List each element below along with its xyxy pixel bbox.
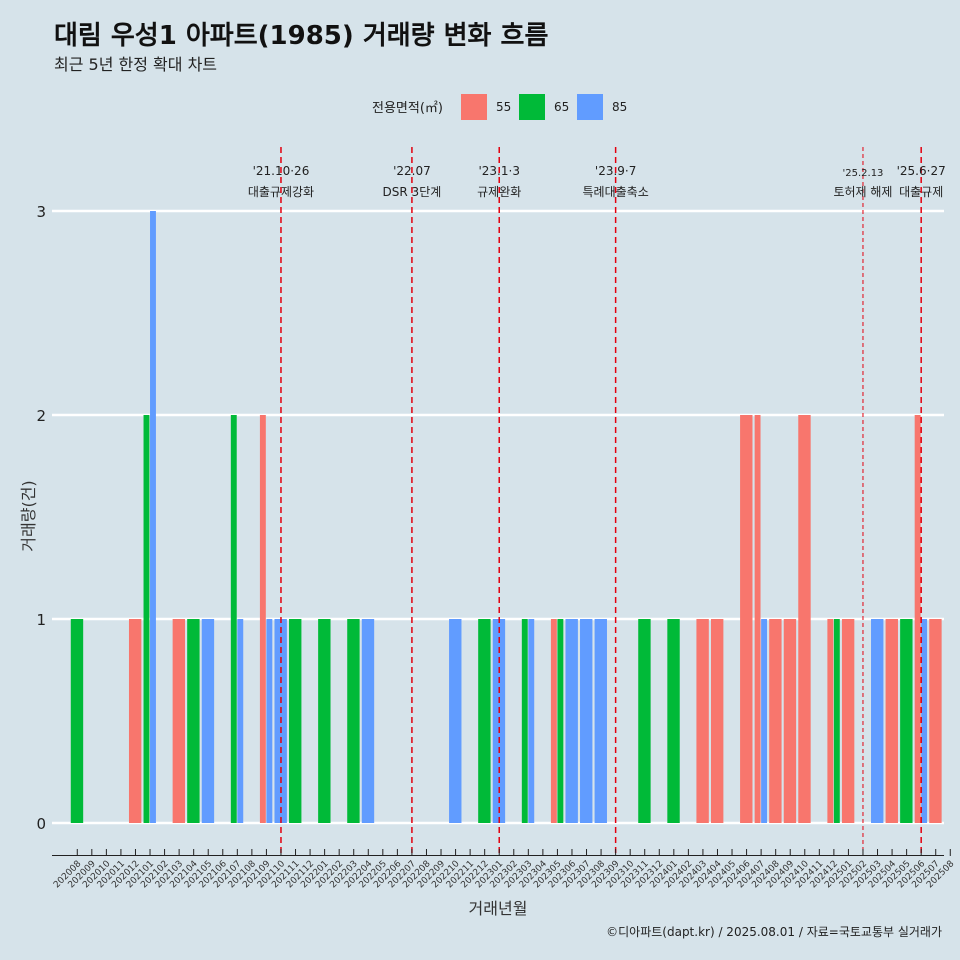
- bar-202109-55: [259, 415, 266, 823]
- y-tick-label: 3: [36, 203, 46, 221]
- bar-202311-65: [638, 619, 651, 823]
- event-desc-label: 대출규제: [899, 185, 943, 199]
- bar-202210-85: [449, 619, 462, 823]
- bar-202012-55: [128, 619, 142, 823]
- bar-202101-85: [150, 211, 156, 823]
- event-desc-label: 토허제 해제: [833, 185, 892, 199]
- bar-202201-65: [318, 619, 331, 823]
- chart-title: 대림 우성1 아파트(1985) 거래량 변화 흐름: [54, 21, 548, 51]
- bar-202504-55: [885, 619, 898, 823]
- bar-202410-55: [798, 415, 811, 823]
- bar-202305-55: [550, 619, 557, 823]
- bar-202212-65: [478, 619, 491, 823]
- bar-202101-65: [143, 415, 150, 823]
- bars: [70, 211, 942, 823]
- legend-label-85: 85: [612, 100, 627, 114]
- bar-202507-55: [929, 619, 942, 823]
- bar-202308-85: [594, 619, 607, 823]
- event-date-label: '21.10·26: [253, 164, 310, 178]
- event-date-label: '23.1·3: [478, 164, 519, 178]
- legend-swatch-65: [519, 94, 545, 120]
- bar-202503-85: [871, 619, 884, 823]
- bar-202505-65: [900, 619, 913, 823]
- event-desc-label: 특례대출축소: [583, 185, 649, 199]
- legend-label-65: 65: [554, 100, 569, 114]
- bar-202307-85: [580, 619, 593, 823]
- bar-202111-65: [289, 619, 302, 823]
- event-date-label: '25.6·27: [897, 164, 946, 178]
- bar-202406-55: [740, 415, 753, 823]
- x-axis-title: 거래년월: [469, 899, 528, 918]
- bar-202401-65: [667, 619, 680, 823]
- bar-202104-65: [187, 619, 200, 823]
- event-desc-label: 대출규제강화: [248, 185, 314, 199]
- legend-title: 전용면적(㎡): [372, 101, 443, 116]
- bar-202412-55: [827, 619, 834, 823]
- bar-202305-65: [557, 619, 564, 823]
- legend: 전용면적(㎡) 55 65 85: [372, 94, 627, 120]
- event-date-label: '22.07: [393, 164, 431, 178]
- bar-202303-65: [521, 619, 528, 823]
- y-tick-label: 1: [36, 611, 46, 629]
- y-tick-label: 0: [36, 815, 46, 833]
- legend-label-55: 55: [496, 100, 511, 114]
- bar-202506-85: [921, 619, 928, 823]
- y-axis-title: 거래량(건): [19, 480, 38, 551]
- bar-202303-85: [528, 619, 535, 823]
- bar-202409-55: [783, 619, 797, 823]
- event-desc-label: DSR 3단계: [383, 185, 442, 199]
- bar-202107-85: [237, 619, 244, 823]
- bar-202407-55: [754, 415, 761, 823]
- event-date-label: '23.9·7: [595, 164, 636, 178]
- x-axis: 2020082020092020102020112020122021012021…: [52, 849, 957, 890]
- bar-202107-65: [230, 415, 237, 823]
- legend-swatch-55: [461, 94, 487, 120]
- bar-202412-65: [833, 619, 840, 823]
- chart-subtitle: 최근 5년 한정 확대 차트: [54, 55, 217, 74]
- bar-202506-55: [914, 415, 921, 823]
- bar-202408-55: [769, 619, 782, 823]
- bar-202306-85: [565, 619, 578, 823]
- bar-202407-85: [761, 619, 768, 823]
- bar-202103-55: [172, 619, 186, 823]
- bar-202203-65: [347, 619, 360, 823]
- bar-202109-85: [266, 619, 273, 823]
- bar-202403-55: [696, 619, 709, 823]
- event-desc-label: 규제완화: [477, 185, 521, 199]
- legend-swatch-85: [577, 94, 603, 120]
- event-date-label: '25.2.13: [843, 168, 884, 179]
- bar-202105-85: [201, 619, 215, 823]
- bar-202008-65: [70, 619, 84, 823]
- caption: ©디아파트(dapt.kr) / 2025.08.01 / 자료=국토교통부 실…: [606, 925, 942, 939]
- event-markers: '21.10·26 대출규제강화 '22.07 DSR 3단계 '23.1·3 규제완화 '…: [248, 147, 946, 855]
- bar-202204-85: [361, 619, 375, 823]
- y-tick-label: 2: [36, 407, 46, 425]
- bar-202404-55: [710, 619, 724, 823]
- bar-202501-55: [841, 619, 855, 823]
